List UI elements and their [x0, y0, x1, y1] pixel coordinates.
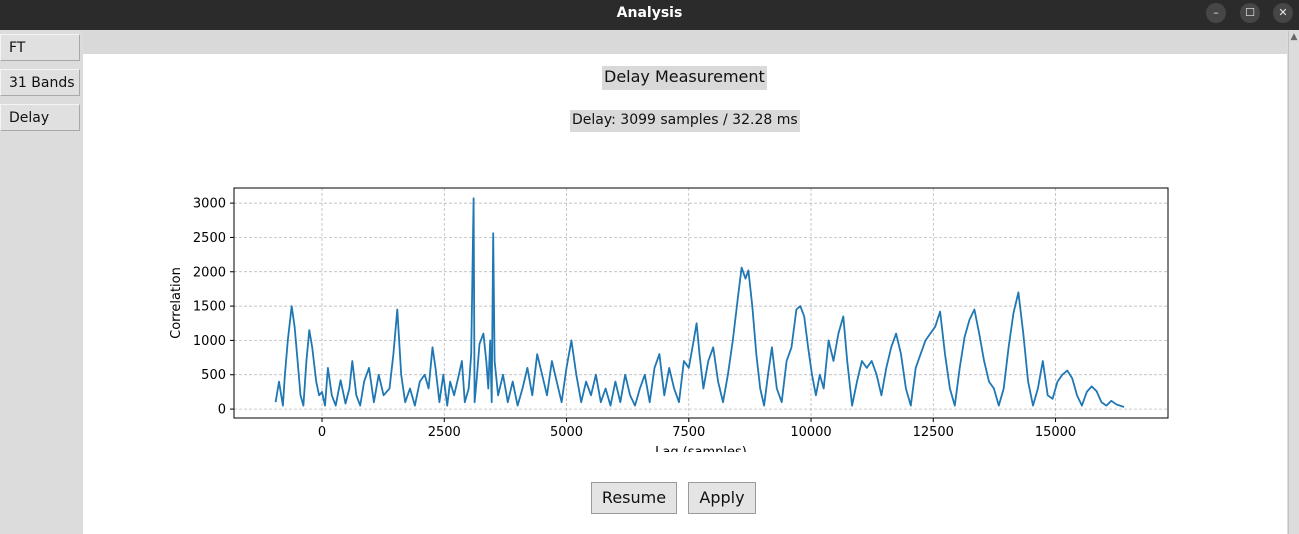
delay-readout: Delay: 3099 samples / 32.28 ms	[570, 110, 800, 132]
x-tick-label: 7500	[672, 425, 705, 440]
title-bar: Analysis – ☐ ✕	[0, 0, 1299, 30]
y-tick-label: 2000	[193, 265, 226, 280]
y-tick-label: 1000	[193, 334, 226, 349]
close-button[interactable]: ✕	[1273, 3, 1293, 23]
y-tick-label: 0	[218, 403, 226, 418]
x-axis-label: Lag (samples)	[655, 445, 747, 452]
y-tick-label: 1500	[193, 300, 226, 315]
page-title: Delay Measurement	[602, 66, 767, 90]
apply-button[interactable]: Apply	[688, 482, 756, 514]
y-tick-label: 3000	[193, 197, 226, 212]
scroll-up-icon[interactable]: ▲	[1290, 32, 1298, 42]
x-tick-label: 5000	[550, 425, 583, 440]
vertical-scrollbar[interactable]: ▲	[1288, 31, 1299, 534]
x-tick-label: 2500	[428, 425, 461, 440]
resume-button[interactable]: Resume	[591, 482, 677, 514]
main-panel	[83, 54, 1287, 534]
plot-frame	[233, 187, 1169, 419]
x-tick-label: 0	[318, 425, 326, 440]
y-axis-label: Correlation	[169, 267, 184, 339]
y-tick-label: 2500	[193, 231, 226, 246]
sidebar-button-31-bands[interactable]: 31 Bands	[0, 69, 80, 96]
window-title: Analysis	[616, 5, 683, 21]
x-tick-label: 10000	[790, 425, 831, 440]
sidebar: FT 31 Bands Delay	[0, 31, 83, 534]
sidebar-button-delay[interactable]: Delay	[0, 104, 80, 131]
maximize-button[interactable]: ☐	[1240, 3, 1260, 23]
sidebar-button-ft[interactable]: FT	[0, 34, 80, 61]
correlation-chart: 0 2500 5000 7500 10000 12500 15000 0 500 1000 1500…	[169, 187, 1169, 452]
y-tick-label: 500	[201, 368, 226, 383]
top-strip	[83, 31, 1287, 54]
minimize-button[interactable]: –	[1206, 3, 1226, 23]
x-tick-label: 12500	[913, 425, 954, 440]
series-line	[274, 197, 1125, 408]
x-tick-label: 15000	[1035, 425, 1076, 440]
